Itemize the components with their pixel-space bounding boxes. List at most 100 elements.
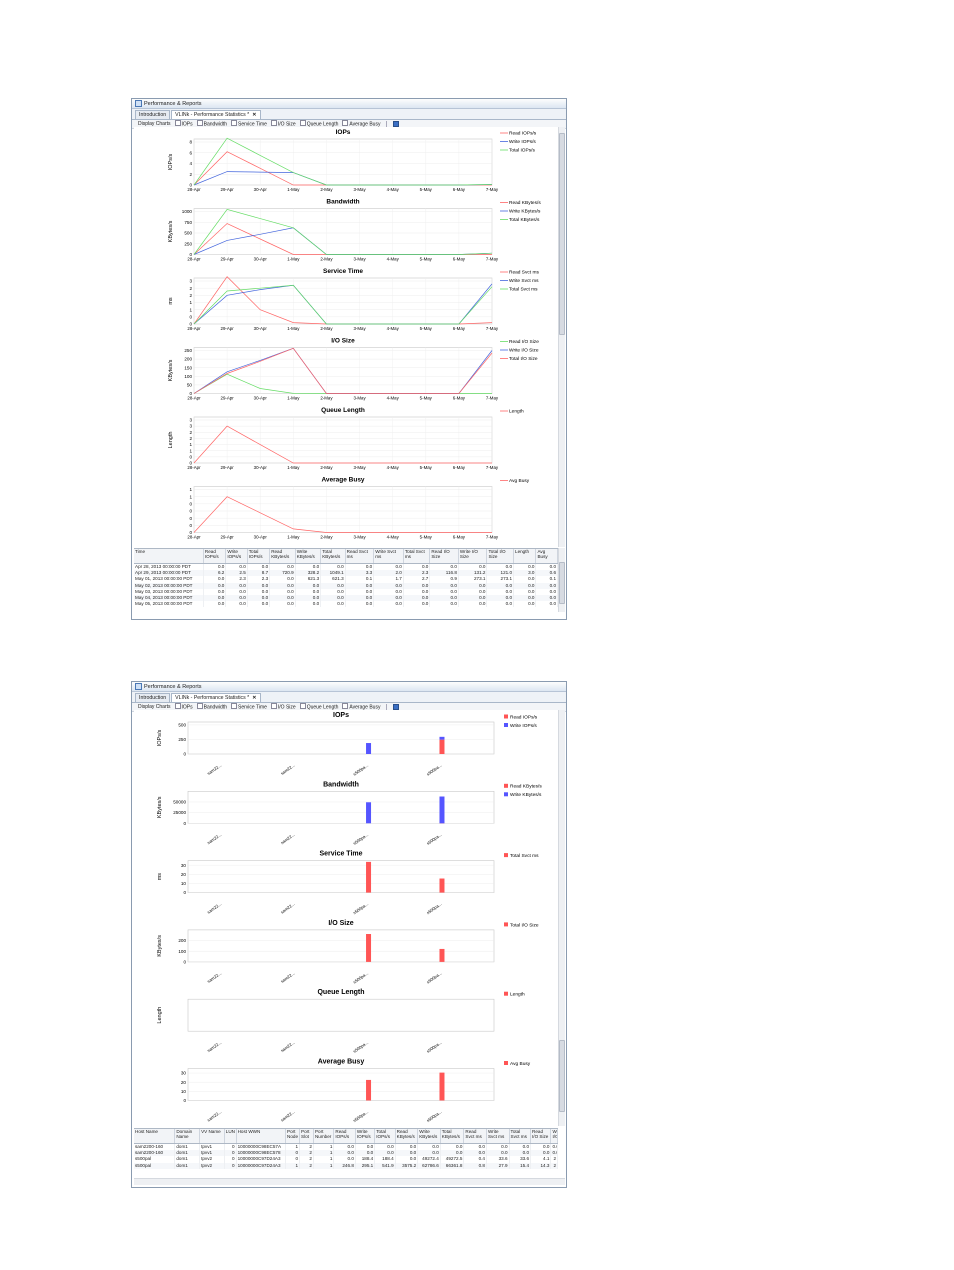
column-header[interactable]: Port Slot bbox=[299, 1129, 314, 1144]
x-tick-label: 4-May bbox=[387, 535, 400, 540]
table-cell: 2.5 bbox=[225, 570, 248, 577]
column-header[interactable]: Write KBytes/s bbox=[295, 549, 322, 564]
column-header[interactable]: Port Node bbox=[285, 1129, 300, 1144]
toggle-service-time[interactable]: Service Time bbox=[231, 120, 267, 127]
charts-scrollbar[interactable] bbox=[558, 710, 565, 1126]
line-charts-svg: IOPs IOPs/s 0 2 4 6 8 28-Apr 29-Apr 30-Apr 1-May 2-… bbox=[168, 129, 541, 540]
x-tick-label: 3-May bbox=[353, 535, 366, 540]
table-row[interactable]: May 05, 2013 00:00:00 PDT 0.0 0.0 0.0 0.0 0.0… bbox=[134, 601, 558, 608]
table-horizontal-scrollbar[interactable] bbox=[134, 1178, 565, 1185]
table-cell: 720.9 bbox=[269, 570, 296, 577]
column-header[interactable]: Read Svct ms bbox=[463, 1129, 487, 1144]
x-tick-label: 5-May bbox=[420, 396, 433, 401]
column-header[interactable]: Host Name bbox=[134, 1129, 176, 1144]
column-header[interactable]: Port Number bbox=[313, 1129, 335, 1144]
toggle-queue-length[interactable]: Queue Length bbox=[299, 703, 338, 710]
table-row[interactable]: Apr 28, 2013 00:00:00 PDT 0.0 0.0 0.0 0.0 0.0… bbox=[134, 563, 558, 571]
column-header[interactable]: Read I/O Size bbox=[429, 549, 459, 564]
column-header[interactable]: Read I/O Size bbox=[530, 1129, 552, 1144]
column-header[interactable]: Total Svct ms bbox=[403, 549, 431, 564]
column-header[interactable]: Total I/O Size bbox=[486, 549, 515, 564]
column-header[interactable]: Write I/O Size bbox=[458, 549, 488, 564]
column-header[interactable]: Read KBytes/s bbox=[395, 1129, 419, 1144]
table-cell: 0.0 bbox=[513, 601, 537, 608]
toggle-io-size[interactable]: I/O Size bbox=[270, 120, 296, 127]
column-header[interactable]: Total KBytes/s bbox=[440, 1129, 465, 1144]
table-cell: 0.0 bbox=[440, 1143, 465, 1151]
table-row[interactable]: s500pal dom1 tpvv2 0 10000000C97D24A3 0 2 1 0.0 1… bbox=[134, 1156, 558, 1163]
table-cell: 0.0 bbox=[513, 576, 537, 583]
x-tick-label: s500pa... bbox=[426, 901, 443, 915]
bar bbox=[439, 739, 445, 754]
toggle-bandwidth[interactable]: Bandwidth bbox=[196, 703, 227, 710]
table-cell: 0.0 bbox=[486, 601, 515, 608]
y-tick-label: 25000 bbox=[173, 810, 186, 815]
column-header[interactable]: Wri I/O bbox=[550, 1129, 558, 1144]
table-row[interactable]: Apr 29, 2013 00:00:00 PDT 6.2 2.5 8.7 720.9 3… bbox=[134, 570, 558, 577]
x-tick-label: sam22... bbox=[280, 832, 296, 845]
table-row[interactable]: sam2200-160 dom1 tpvv1 0 10000000C98EC578 0 2 1… bbox=[134, 1150, 558, 1157]
table-cell: 0.0 bbox=[269, 588, 296, 596]
column-header[interactable]: Domain Name bbox=[174, 1129, 201, 1144]
close-icon[interactable]: ✕ bbox=[252, 695, 257, 701]
table-row[interactable]: sam2200-160 dom1 tpvv1 0 10000000C98EC57A 1 2 1… bbox=[134, 1143, 558, 1151]
column-header[interactable]: Write Svct ms bbox=[486, 1129, 510, 1144]
toggle-average-busy[interactable]: Average Busy bbox=[342, 703, 380, 710]
column-header[interactable]: Read IOPs/s bbox=[333, 1129, 356, 1144]
tab-performance-statistics[interactable]: VLINk - Performance Statistics * ✕ bbox=[171, 693, 261, 702]
display-charts-label: Display Charts bbox=[138, 121, 171, 127]
window-title: Performance & Reports bbox=[144, 100, 202, 107]
column-header[interactable]: Total KBytes/s bbox=[320, 549, 346, 564]
close-icon[interactable]: ✕ bbox=[252, 112, 257, 118]
column-header[interactable]: Total IOPs/s bbox=[374, 1129, 396, 1144]
table-row[interactable]: May 03, 2013 00:00:00 PDT 0.0 0.0 0.0 0.0 0.0… bbox=[134, 588, 558, 596]
table-scrollbar[interactable] bbox=[558, 548, 565, 612]
table-cell: s500pal bbox=[134, 1156, 176, 1163]
table-row[interactable]: May 02, 2013 00:00:00 PDT 0.0 0.0 0.0 0.0 0.0… bbox=[134, 582, 558, 589]
y-axis-label: IOPs/s bbox=[157, 730, 163, 747]
column-header[interactable]: Read KBytes/s bbox=[269, 549, 296, 564]
table-cell: 0.0 bbox=[535, 595, 558, 602]
column-header[interactable]: Write IOPs/s bbox=[355, 1129, 376, 1144]
column-header[interactable]: Write IOPs/s bbox=[225, 549, 248, 564]
table-cell: 0.0 bbox=[320, 601, 346, 608]
toggle-average-busy[interactable]: Average Busy bbox=[342, 120, 380, 127]
toggle-service-time[interactable]: Service Time bbox=[231, 703, 267, 710]
plot-frame bbox=[193, 208, 493, 255]
scrollbar-thumb[interactable] bbox=[559, 562, 565, 604]
column-header[interactable]: Host WWN bbox=[236, 1129, 287, 1144]
column-header[interactable]: Read IOPs/s bbox=[203, 549, 227, 564]
toggle-io-size[interactable]: I/O Size bbox=[270, 703, 296, 710]
toggle-iops[interactable]: IOPs bbox=[174, 120, 193, 127]
column-header[interactable]: Total IOPs/s bbox=[247, 549, 271, 564]
tab-introduction[interactable]: Introduction bbox=[135, 693, 171, 702]
table-row[interactable]: May 01, 2013 00:00:00 PDT 0.0 2.3 2.3 0.0 621… bbox=[134, 576, 558, 583]
column-header[interactable]: Write Svct ms bbox=[373, 549, 404, 564]
column-header[interactable]: Read Svct ms bbox=[345, 549, 375, 564]
table-row[interactable]: s500pal dom1 tpvv2 0 10000000C97D24A3 1 2 1 246.… bbox=[134, 1162, 558, 1169]
checkbox-icon bbox=[174, 120, 181, 127]
column-header[interactable]: Avg Busy bbox=[535, 549, 558, 564]
column-header[interactable]: VV Name bbox=[199, 1129, 225, 1144]
scrollbar-thumb[interactable] bbox=[559, 1040, 565, 1112]
toggle-bandwidth[interactable]: Bandwidth bbox=[196, 120, 227, 127]
toggle-queue-length[interactable]: Queue Length bbox=[299, 120, 338, 127]
table-row[interactable]: May 04, 2013 00:00:00 PDT 0.0 0.0 0.0 0.0 0.0… bbox=[134, 595, 558, 602]
column-header[interactable]: Time bbox=[134, 549, 204, 564]
save-icon[interactable] bbox=[393, 704, 400, 710]
column-header[interactable]: Write KBytes/s bbox=[417, 1129, 441, 1144]
save-icon[interactable] bbox=[393, 121, 400, 127]
scrollbar-thumb[interactable] bbox=[559, 133, 565, 335]
legend-entry: Read KBytes/s bbox=[509, 200, 541, 206]
column-header[interactable]: Total Svct ms bbox=[509, 1129, 532, 1144]
y-tick-label: 1 bbox=[189, 448, 192, 453]
toggle-iops[interactable]: IOPs bbox=[174, 703, 193, 710]
table-cell: 0.0 bbox=[269, 563, 296, 571]
column-header[interactable]: Length bbox=[513, 549, 537, 564]
table-cell: 3.3 bbox=[345, 570, 375, 577]
column-header[interactable]: LUN bbox=[224, 1129, 237, 1144]
tab-introduction[interactable]: Introduction bbox=[135, 110, 171, 119]
series-line bbox=[193, 284, 493, 325]
charts-scrollbar[interactable] bbox=[558, 127, 565, 547]
tab-performance-statistics[interactable]: VLINk - Performance Statistics * ✕ bbox=[171, 110, 261, 119]
